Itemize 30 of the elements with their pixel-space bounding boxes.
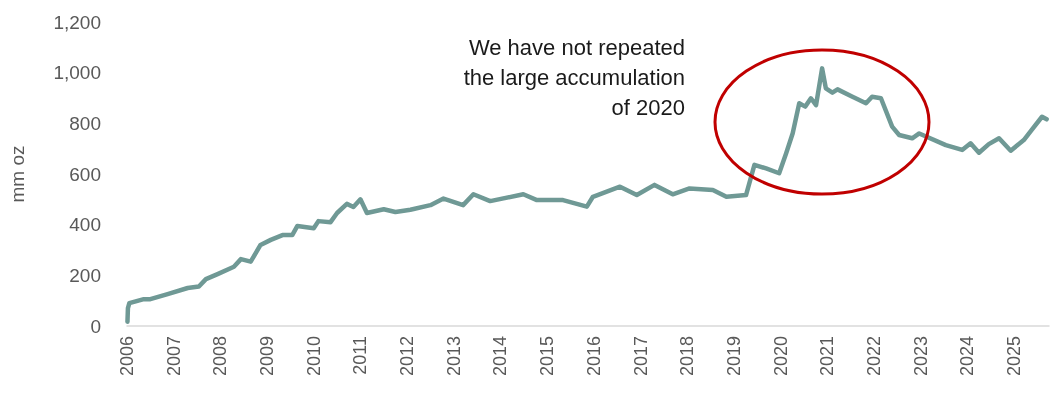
y-axis-title: mm oz — [7, 145, 28, 203]
y-tick-label: 200 — [69, 264, 101, 286]
x-tick-label: 2008 — [210, 336, 231, 377]
x-tick-label: 2016 — [583, 336, 604, 377]
x-tick-label: 2012 — [397, 336, 418, 377]
y-tick-label: 0 — [90, 315, 101, 337]
y-tick-label: 400 — [69, 214, 101, 236]
x-tick-label: 2014 — [490, 336, 511, 377]
x-tick-label: 2017 — [630, 336, 651, 377]
x-tick-label: 2011 — [350, 336, 371, 375]
x-tick-label: 2020 — [770, 336, 791, 377]
y-tick-label: 1,200 — [53, 11, 101, 33]
x-tick-label: 2024 — [957, 336, 978, 377]
line-series — [125, 66, 1049, 324]
y-tick-label: 600 — [69, 163, 101, 185]
x-tick-label: 2022 — [863, 336, 884, 377]
y-tick-label: 1,000 — [53, 62, 101, 84]
x-tick-label: 2013 — [443, 336, 464, 377]
annotation: We have not repeated the large accumulation of 2020 — [463, 34, 685, 120]
x-tick-label: 2025 — [1003, 336, 1024, 377]
y-tick-label: 800 — [69, 112, 101, 134]
x-tick-label: 2010 — [303, 336, 324, 377]
x-tick-label: 2015 — [537, 336, 558, 377]
x-tick-label: 2019 — [723, 336, 744, 377]
x-tick-label: 2018 — [677, 336, 698, 377]
x-tick-label: 2007 — [163, 336, 184, 377]
x-tick-label: 2009 — [257, 336, 278, 377]
x-tick-label: 2006 — [117, 336, 137, 377]
x-tick-label: 2021 — [817, 336, 838, 377]
x-tick-label: 2023 — [910, 336, 931, 377]
